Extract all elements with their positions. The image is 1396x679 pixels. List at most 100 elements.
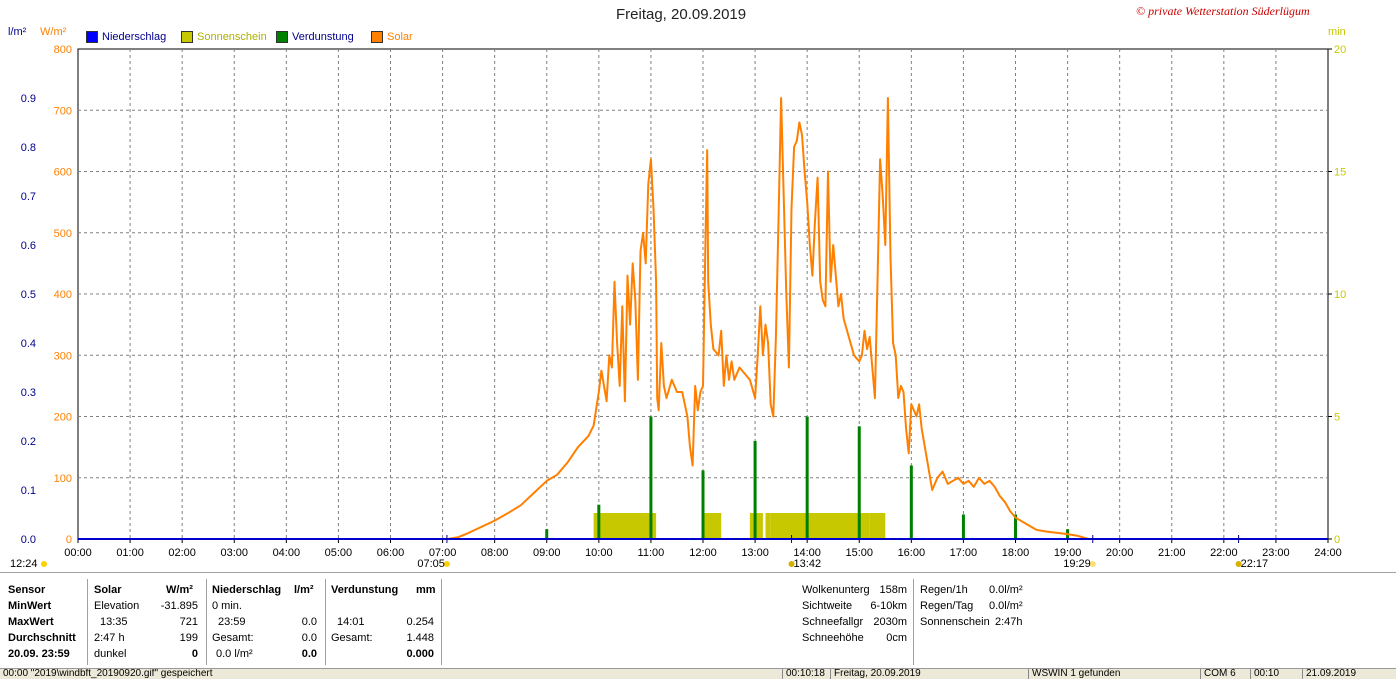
solar-tick-label: 800 xyxy=(54,44,72,56)
cloud-label: Sichtweite xyxy=(802,600,853,612)
x-tick-label: 13:00 xyxy=(741,547,769,559)
rainrate-label: Regen/1h xyxy=(920,584,968,596)
rainrate-value: 2:47h xyxy=(995,616,1023,628)
solar-cell: Elevation xyxy=(94,600,140,612)
header-evap-unit: mm xyxy=(416,584,436,596)
evaporation-bar xyxy=(1014,514,1017,539)
x-tick-label: 16:00 xyxy=(898,547,926,559)
row-label: MinWert xyxy=(8,600,52,612)
solar-tick-label: 0 xyxy=(66,534,72,546)
sunshine-tick-label: 20 xyxy=(1334,44,1346,56)
legend-niederschlag[interactable]: Niederschlag xyxy=(86,31,166,43)
x-tick-label: 02:00 xyxy=(168,547,196,559)
sunset-marker-label: 19:29 xyxy=(1063,558,1091,570)
x-tick-label: 05:00 xyxy=(325,547,353,559)
evap-cell: Gesamt: xyxy=(331,632,373,644)
row-label: MaxWert xyxy=(8,616,54,628)
solar-value: 0 xyxy=(191,648,198,660)
solar-line xyxy=(447,97,1089,540)
evaporation-bar xyxy=(649,416,653,539)
x-tick-label: 04:00 xyxy=(273,547,301,559)
weather-chart: 00:00 01:00 02:00 03:00 04:00 05:00 06:00 07:00… xyxy=(10,44,1346,570)
legend-solar[interactable]: Solar xyxy=(371,31,413,43)
rainrate-label: Sonnenschein xyxy=(920,616,990,628)
x-tick-label: 23:00 xyxy=(1262,547,1290,559)
x-tick-label: 22:00 xyxy=(1210,547,1238,559)
rain-tick-label: 0.7 xyxy=(21,191,36,203)
status-date: Freitag, 20.09.2019 xyxy=(830,669,1030,679)
solar-axis-unit: W/m² xyxy=(40,26,67,38)
x-tick-label: 20:00 xyxy=(1106,547,1134,559)
legend-sonnenschein[interactable]: Sonnenschein xyxy=(181,31,267,43)
sunshine-block xyxy=(869,513,886,539)
x-tick-label: 10:00 xyxy=(585,547,613,559)
row-label: 20.09. 23:59 xyxy=(8,648,70,660)
evaporation-bar xyxy=(701,470,705,539)
solar-cell: 2:47 h xyxy=(94,632,125,644)
header-sensor: Sensor xyxy=(8,584,46,596)
legend-label: Sonnenschein xyxy=(197,31,267,43)
cloud-value: 0cm xyxy=(886,632,907,644)
rain-cell: 0.0 l/m² xyxy=(216,648,253,660)
rain-tick-label: 0.8 xyxy=(21,142,36,154)
solar-cell: dunkel xyxy=(94,648,127,660)
cloud-value: 6-10km xyxy=(870,600,907,612)
sunshine-axis-unit: min xyxy=(1328,26,1346,38)
rain-tick-label: 0.6 xyxy=(21,240,36,252)
status-time: 00:10:18 xyxy=(782,669,832,679)
x-tick-label: 24:00 xyxy=(1314,547,1342,559)
x-tick-label: 11:00 xyxy=(638,547,665,559)
rain-tick-label: 0.1 xyxy=(21,485,36,497)
divider xyxy=(325,579,326,665)
legend-swatch-solar xyxy=(371,31,383,43)
status-port: COM 6 xyxy=(1200,669,1252,679)
x-tick-label: 07:00 xyxy=(429,547,457,559)
x-tick-label: 12:00 xyxy=(689,547,717,559)
legend-verdunstung[interactable]: Verdunstung xyxy=(276,31,354,43)
sunrise-marker-label: 07:05 xyxy=(417,558,445,570)
solar-tick-label: 300 xyxy=(54,350,72,362)
sunrise-marker-icon xyxy=(443,561,450,567)
rain-tick-label: 0.4 xyxy=(21,338,36,350)
x-tick-label: 18:00 xyxy=(1002,547,1030,559)
cloud-value: 2030m xyxy=(873,616,907,628)
copyright-notice: © private Wetterstation Süderlügum xyxy=(1136,4,1310,18)
cloud-label: Schneefallgr xyxy=(802,616,864,628)
evaporation-bar xyxy=(753,441,757,539)
moonrise-label: 12:24 xyxy=(10,558,38,570)
sunshine-block xyxy=(770,513,870,539)
sunshine-tick-label: 5 xyxy=(1334,412,1340,424)
solar-cell: 13:35 xyxy=(100,616,128,628)
solar-value: -31.895 xyxy=(160,600,198,612)
header-solar-unit: W/m² xyxy=(166,584,193,596)
sunshine-tick-label: 10 xyxy=(1334,289,1346,301)
legend-swatch-sonnenschein xyxy=(181,31,193,43)
rain-cell: 23:59 xyxy=(218,616,246,628)
x-tick-label: 06:00 xyxy=(377,547,405,559)
rainrate-value: 0.0l/m² xyxy=(989,584,1023,596)
moon-icon xyxy=(41,561,47,567)
header-evap: Verdunstung xyxy=(331,584,399,596)
solar-tick-label: 100 xyxy=(54,473,72,485)
divider xyxy=(87,579,88,665)
moonset-marker-icon xyxy=(1235,561,1242,567)
rain-tick-label: 0.5 xyxy=(21,289,36,301)
solar-tick-label: 400 xyxy=(54,289,72,301)
moonset-marker-label: 22:17 xyxy=(1241,558,1269,570)
evap-value: 0.000 xyxy=(406,648,434,660)
x-tick-label: 09:00 xyxy=(533,547,561,559)
rain-cell: Gesamt: xyxy=(212,632,254,644)
row-label: Durchschnitt xyxy=(8,632,76,644)
evaporation-bar xyxy=(857,426,861,539)
sunshine-tick-label: 0 xyxy=(1334,534,1340,546)
rain-cell: 0 min. xyxy=(212,600,242,612)
solar-noon-marker-icon xyxy=(788,561,795,567)
stats-panel: Sensor MinWert MaxWert Durchschnitt 20.0… xyxy=(0,572,1396,669)
rain-axis-unit: l/m² xyxy=(8,26,27,38)
sunset-marker-icon xyxy=(1089,561,1096,567)
evaporation-bar xyxy=(597,504,601,539)
solar-value: 721 xyxy=(179,616,198,628)
solar-value: 199 xyxy=(179,632,198,644)
x-tick-label: 15:00 xyxy=(845,547,873,559)
divider xyxy=(913,579,914,665)
